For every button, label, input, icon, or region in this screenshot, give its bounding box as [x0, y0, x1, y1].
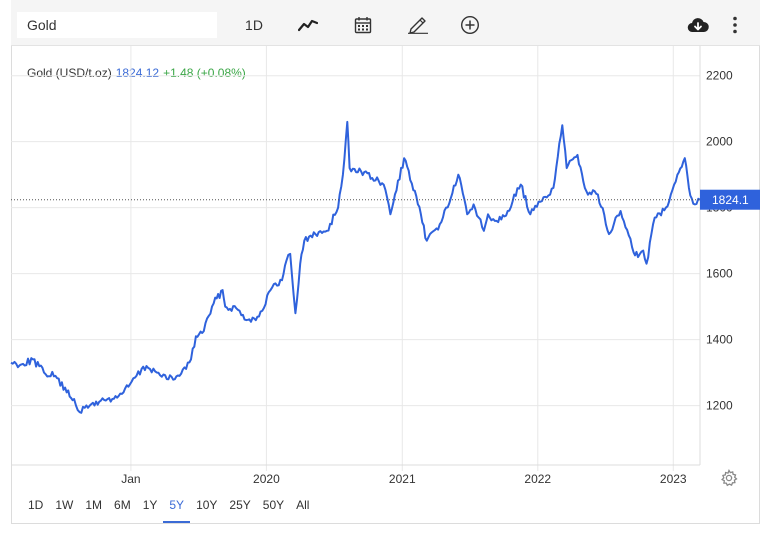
grid-layer [11, 46, 701, 471]
y-tick-label: 1600 [706, 267, 733, 281]
range-button-1m[interactable]: 1M [85, 498, 103, 512]
y-tick-label: 2000 [706, 135, 733, 149]
range-button-25y[interactable]: 25Y [229, 498, 251, 512]
y-tick-label: 1200 [706, 399, 733, 413]
more-vertical-icon[interactable] [725, 10, 745, 40]
x-tick-label: Jan [121, 472, 140, 486]
range-button-1w[interactable]: 1W [55, 498, 74, 512]
range-selector: 1D 1W 1M 6M 1Y 5Y 10Y 25Y 50Y All [22, 493, 315, 523]
legend-instrument-name: Gold (USD/t.oz) [27, 66, 112, 80]
symbol-search-input[interactable] [17, 12, 217, 38]
range-button-1y[interactable]: 1Y [142, 498, 158, 512]
cloud-download-icon[interactable] [683, 10, 713, 40]
x-tick-label: 2020 [253, 472, 280, 486]
x-tick-label: 2021 [389, 472, 416, 486]
gear-icon[interactable] [720, 469, 738, 487]
x-tick-label: 2023 [660, 472, 687, 486]
plus-circle-icon[interactable] [455, 10, 485, 40]
interval-button[interactable]: 1D [245, 17, 263, 33]
x-tick-label: 2022 [524, 472, 551, 486]
calendar-icon[interactable] [348, 10, 378, 40]
axis-layer: 120014001600180020002200Jan2020202120222… [121, 69, 760, 486]
series-layer [10, 120, 701, 414]
range-button-50y[interactable]: 50Y [262, 498, 285, 512]
range-button-6m[interactable]: 6M [114, 498, 131, 512]
last-price-badge [700, 189, 760, 210]
line-chart-icon[interactable] [293, 10, 323, 40]
range-button-10y[interactable]: 10Y [196, 498, 218, 512]
range-button-5y[interactable]: 5Y [163, 493, 191, 523]
range-button-all[interactable]: All [296, 498, 310, 512]
legend-price-change: +1.48 (+0.08%) [163, 66, 246, 80]
range-button-1d[interactable]: 1D [28, 498, 44, 512]
last-price-badge-label: 1824.1 [712, 193, 749, 207]
chart-frame [11, 0, 760, 524]
pencil-icon[interactable] [403, 10, 433, 40]
chart-legend: Gold (USD/t.oz) 1824.12 +1.48 (+0.08%) [27, 66, 246, 80]
y-tick-label: 1400 [706, 333, 733, 347]
legend-last-price: 1824.12 [115, 66, 160, 80]
price-line [10, 120, 701, 414]
y-tick-label: 2200 [706, 69, 733, 83]
toolbar: 1D [11, 0, 760, 46]
